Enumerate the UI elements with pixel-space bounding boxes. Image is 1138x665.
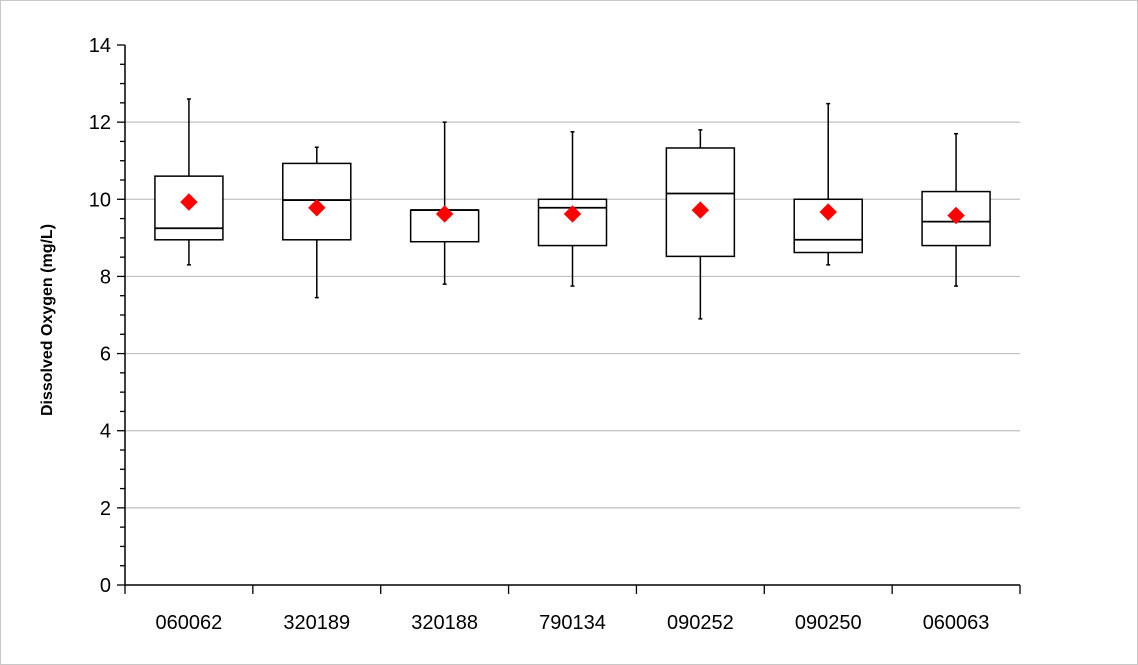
- box-060063: [921, 132, 991, 287]
- mean-marker: [691, 201, 710, 219]
- y-tick-label: 2: [100, 498, 111, 520]
- y-tick-label: 14: [89, 35, 111, 57]
- x-tick-label: 060062: [156, 612, 223, 634]
- box-790134: [537, 131, 608, 287]
- x-tick-label: 060063: [923, 612, 990, 634]
- mean-marker: [435, 205, 454, 223]
- y-tick-label: 0: [100, 575, 111, 597]
- x-tick-label: 320188: [411, 612, 478, 634]
- x-tick-labels: 060062 320189 320188 790134 090252 090250 0600…: [156, 612, 990, 634]
- box-series: [154, 98, 991, 320]
- y-tick-label: 10: [89, 189, 111, 211]
- box-320188: [409, 121, 480, 285]
- mean-marker: [308, 199, 326, 217]
- x-tick-label: 090250: [795, 612, 862, 634]
- y-tick-label: 8: [100, 266, 111, 288]
- mean-marker: [180, 193, 198, 211]
- y-tick-labels: 0 2 4 6 8 10 12 14: [89, 35, 111, 597]
- mean-marker: [819, 203, 837, 221]
- box-320189: [282, 146, 352, 299]
- y-tick-label: 6: [100, 344, 111, 366]
- y-axis-title: Dissolved Oxygen (mg/L): [39, 224, 56, 416]
- x-tick-label: 090252: [667, 612, 734, 634]
- y-tick-label: 12: [89, 112, 111, 134]
- mean-marker: [947, 206, 965, 225]
- box-iqr: [282, 162, 352, 241]
- box-060062: [154, 98, 224, 266]
- x-tick-label: 320189: [283, 612, 350, 634]
- box-090250: [793, 102, 863, 266]
- box-090252: [665, 129, 736, 320]
- axes: [117, 44, 1021, 594]
- mean-marker: [563, 205, 582, 223]
- y-tick-label: 4: [100, 421, 111, 443]
- x-tick-label: 790134: [539, 612, 606, 634]
